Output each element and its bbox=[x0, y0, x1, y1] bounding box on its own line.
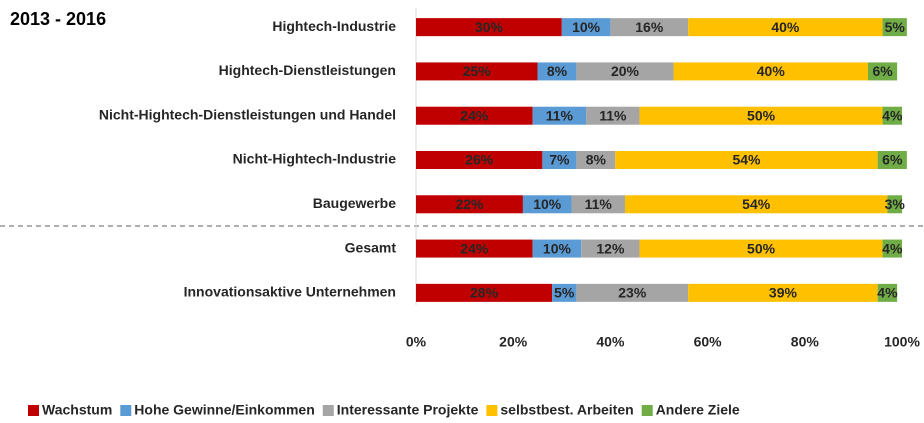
legend-swatch bbox=[322, 405, 334, 416]
category-label: Nicht-Hightech-Industrie bbox=[233, 151, 397, 167]
value-label: 10% bbox=[533, 196, 562, 212]
x-tick-label: 100% bbox=[884, 334, 920, 350]
bar-segment bbox=[416, 195, 523, 214]
value-label: 6% bbox=[882, 152, 903, 168]
bar-segment bbox=[416, 151, 543, 169]
bar-segment bbox=[615, 151, 878, 169]
bar-segment bbox=[586, 106, 640, 125]
legend-swatch bbox=[28, 405, 39, 416]
value-label: 4% bbox=[882, 240, 903, 256]
legend-swatch bbox=[486, 405, 498, 416]
legend-label: selbstbest. Arbeiten bbox=[500, 402, 633, 418]
bar-segment bbox=[877, 151, 907, 169]
value-label: 26% bbox=[465, 152, 494, 168]
category-label: Hightech-Dienstleistungen bbox=[219, 62, 396, 78]
x-tick-label: 80% bbox=[791, 334, 820, 350]
value-label: 16% bbox=[635, 19, 664, 35]
value-label: 5% bbox=[554, 285, 575, 301]
bar-segment bbox=[576, 151, 616, 169]
value-label: 6% bbox=[872, 63, 893, 79]
value-label: 40% bbox=[771, 19, 800, 35]
bar-segment bbox=[882, 18, 907, 37]
value-label: 11% bbox=[546, 107, 574, 123]
x-tick-label: 20% bbox=[499, 334, 528, 350]
value-label: 24% bbox=[460, 107, 489, 123]
bar-segment bbox=[532, 239, 582, 258]
bar-segment bbox=[624, 195, 888, 214]
value-label: 10% bbox=[572, 19, 601, 35]
bar-segment bbox=[610, 18, 689, 37]
value-label: 10% bbox=[543, 240, 572, 256]
legend-swatch bbox=[120, 405, 132, 416]
bar-segment bbox=[416, 283, 553, 302]
value-label: 23% bbox=[618, 285, 647, 301]
value-label: 22% bbox=[455, 196, 484, 212]
bar-segment bbox=[416, 62, 538, 81]
bar-segment bbox=[688, 283, 878, 302]
value-label: 50% bbox=[747, 240, 776, 256]
value-label: 4% bbox=[882, 107, 903, 123]
bar-segment bbox=[867, 62, 898, 81]
value-label: 8% bbox=[547, 63, 568, 79]
bar-segment bbox=[416, 18, 562, 37]
bar-segment bbox=[688, 18, 883, 37]
bar-segment bbox=[882, 239, 902, 258]
value-label: 39% bbox=[769, 285, 798, 301]
bar-segment bbox=[561, 18, 611, 37]
value-label: 40% bbox=[757, 63, 786, 79]
bar-segment bbox=[542, 151, 577, 169]
value-label: 20% bbox=[611, 63, 640, 79]
value-label: 11% bbox=[599, 107, 627, 123]
bar-segment bbox=[882, 106, 902, 125]
bar-segment bbox=[537, 62, 577, 81]
category-label: Hightech-Industrie bbox=[272, 18, 396, 34]
bar-segment bbox=[416, 239, 533, 258]
value-label: 54% bbox=[742, 196, 771, 212]
category-label: Innovationsaktive Unternehmen bbox=[184, 284, 396, 300]
value-label: 5% bbox=[885, 19, 906, 35]
category-label: Gesamt bbox=[345, 239, 397, 255]
legend-label: Wachstum bbox=[42, 402, 112, 418]
x-tick-label: 0% bbox=[406, 334, 427, 350]
chart-title: 2013 - 2016 bbox=[10, 9, 106, 29]
x-tick-label: 60% bbox=[694, 334, 723, 350]
value-label: 24% bbox=[460, 240, 489, 256]
legend-label: Interessante Projekte bbox=[337, 402, 479, 418]
value-label: 50% bbox=[747, 107, 776, 123]
bar-segment bbox=[887, 195, 902, 214]
value-label: 7% bbox=[549, 152, 570, 168]
bar-segment bbox=[552, 283, 577, 302]
x-tick-label: 40% bbox=[596, 334, 625, 350]
bar-segment bbox=[639, 106, 883, 125]
bar-segment bbox=[673, 62, 868, 81]
category-label: Nicht-Hightech-Dienstleistungen und Hand… bbox=[99, 106, 396, 122]
bar-segment bbox=[532, 106, 587, 125]
value-label: 4% bbox=[877, 285, 898, 301]
bar-segment bbox=[581, 239, 640, 258]
value-label: 28% bbox=[470, 285, 499, 301]
bar-segment bbox=[576, 62, 674, 81]
bar-segment bbox=[877, 283, 898, 302]
legend-swatch bbox=[641, 405, 653, 416]
bar-segment bbox=[576, 283, 689, 302]
value-label: 54% bbox=[732, 152, 761, 168]
value-label: 11% bbox=[585, 196, 613, 212]
category-label: Baugewerbe bbox=[313, 195, 396, 211]
legend-label: Andere Ziele bbox=[656, 402, 740, 418]
bar-segment bbox=[571, 195, 625, 214]
bar-segment bbox=[416, 106, 533, 125]
value-label: 25% bbox=[463, 63, 492, 79]
value-label: 8% bbox=[586, 152, 607, 168]
value-label: 30% bbox=[475, 19, 504, 35]
value-label: 3% bbox=[885, 196, 906, 212]
value-label: 12% bbox=[596, 240, 625, 256]
bar-segment bbox=[522, 195, 572, 214]
legend-label: Hohe Gewinne/Einkommen bbox=[134, 402, 314, 418]
bar-segment bbox=[639, 239, 883, 258]
